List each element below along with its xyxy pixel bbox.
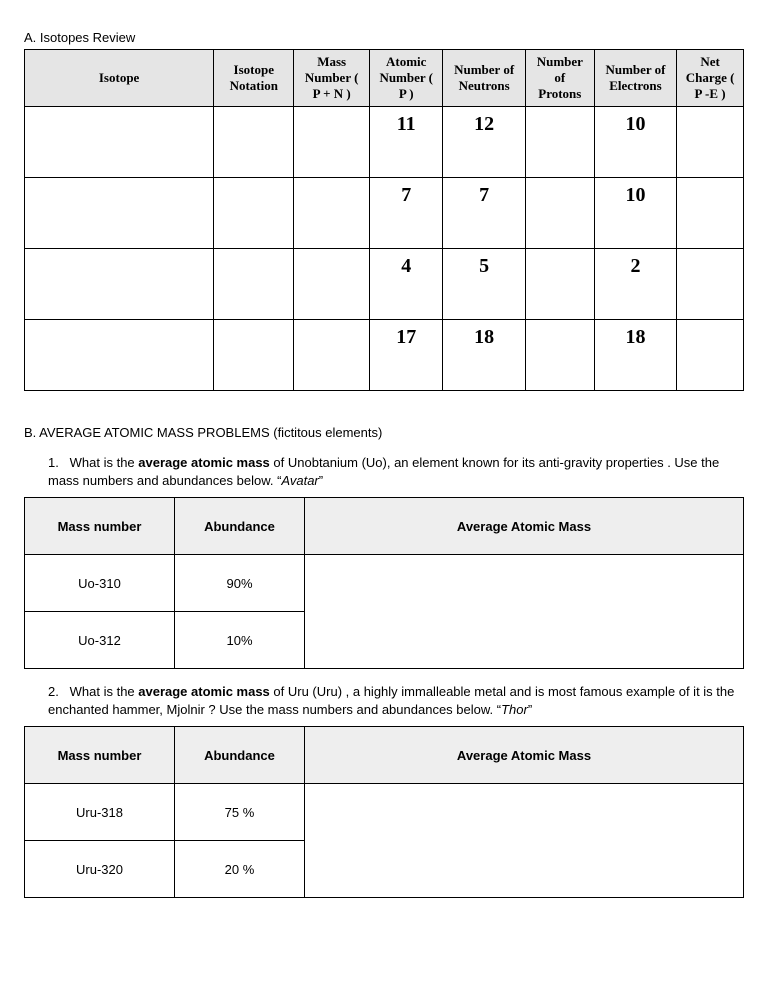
- isotopes-table: Isotope Isotope Notation Mass Number ( P…: [24, 49, 744, 391]
- iso-header-notation: Isotope Notation: [214, 50, 294, 107]
- iso-header-protons: Number of Protons: [525, 50, 594, 107]
- problem-2-table: Mass number Abundance Average Atomic Mas…: [24, 726, 744, 898]
- problem-italic: Thor: [501, 702, 528, 717]
- cell-average-work: [305, 555, 744, 669]
- problem-bold: average atomic mass: [138, 455, 270, 470]
- col-abundance: Abundance: [175, 498, 305, 555]
- cell-atomic: 17: [370, 320, 443, 391]
- col-abundance: Abundance: [175, 727, 305, 784]
- col-average: Average Atomic Mass: [305, 727, 744, 784]
- iso-header-atomic-number: Atomic Number ( P ): [370, 50, 443, 107]
- table-row: 7 7 10: [25, 178, 744, 249]
- cell-atomic: 11: [370, 107, 443, 178]
- cell-atomic: 7: [370, 178, 443, 249]
- col-mass-number: Mass number: [25, 498, 175, 555]
- problem-pre: What is the: [70, 684, 139, 699]
- cell-neutrons: 5: [443, 249, 525, 320]
- cell-electrons: 10: [594, 178, 676, 249]
- problem-2-text: 2. What is the average atomic mass of Ur…: [48, 683, 744, 718]
- cell-mass-number: Uo-310: [25, 555, 175, 612]
- col-average: Average Atomic Mass: [305, 498, 744, 555]
- cell-atomic: 4: [370, 249, 443, 320]
- problem-number: 2.: [48, 683, 66, 701]
- cell-abundance: 10%: [175, 612, 305, 669]
- iso-header-mass-number: Mass Number ( P + N ): [294, 50, 370, 107]
- problem-tail: ”: [319, 473, 323, 488]
- table-row: 17 18 18: [25, 320, 744, 391]
- cell-electrons: 18: [594, 320, 676, 391]
- table-row: 4 5 2: [25, 249, 744, 320]
- cell-abundance: 75 %: [175, 784, 305, 841]
- cell-mass-number: Uo-312: [25, 612, 175, 669]
- cell-neutrons: 12: [443, 107, 525, 178]
- cell-abundance: 90%: [175, 555, 305, 612]
- cell-mass-number: Uru-320: [25, 841, 175, 898]
- iso-header-net-charge: Net Charge ( P -E ): [677, 50, 744, 107]
- iso-header-electrons: Number of Electrons: [594, 50, 676, 107]
- cell-abundance: 20 %: [175, 841, 305, 898]
- problem-1-table: Mass number Abundance Average Atomic Mas…: [24, 497, 744, 669]
- cell-electrons: 10: [594, 107, 676, 178]
- cell-average-work: [305, 784, 744, 898]
- table-row: 11 12 10: [25, 107, 744, 178]
- iso-header-neutrons: Number of Neutrons: [443, 50, 525, 107]
- problem-number: 1.: [48, 454, 66, 472]
- section-a-title: A. Isotopes Review: [24, 30, 744, 45]
- problem-1-text: 1. What is the average atomic mass of Un…: [48, 454, 744, 489]
- cell-mass-number: Uru-318: [25, 784, 175, 841]
- problem-pre: What is the: [70, 455, 139, 470]
- cell-neutrons: 18: [443, 320, 525, 391]
- cell-neutrons: 7: [443, 178, 525, 249]
- problem-italic: Avatar: [281, 473, 318, 488]
- table-row: Uru-318 75 %: [25, 784, 744, 841]
- problem-bold: average atomic mass: [138, 684, 270, 699]
- table-row: Uo-310 90%: [25, 555, 744, 612]
- col-mass-number: Mass number: [25, 727, 175, 784]
- iso-header-isotope: Isotope: [25, 50, 214, 107]
- problem-tail: ”: [528, 702, 532, 717]
- section-b-title: B. AVERAGE ATOMIC MASS PROBLEMS (fictito…: [24, 425, 744, 440]
- cell-electrons: 2: [594, 249, 676, 320]
